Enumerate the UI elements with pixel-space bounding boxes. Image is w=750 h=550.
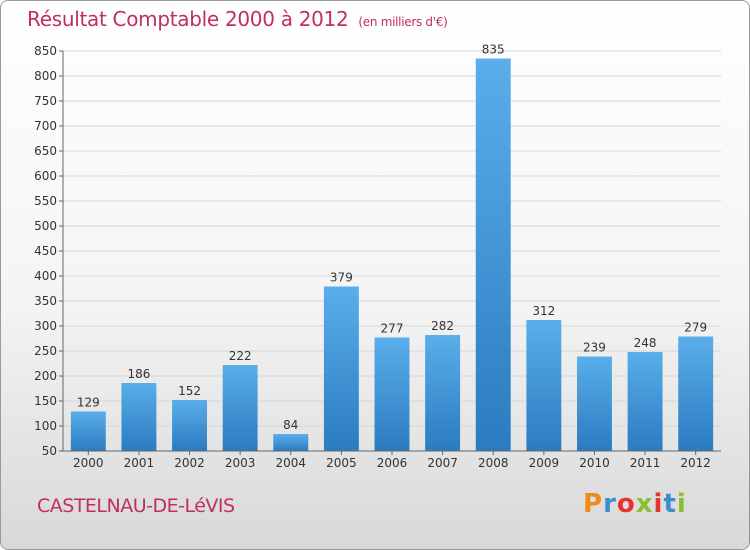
y-tick-label: 150 <box>34 394 57 408</box>
proxiti-logo: Proxiti <box>583 489 687 519</box>
bar-value-label: 312 <box>532 304 555 318</box>
bar <box>121 383 157 451</box>
bar <box>222 365 258 451</box>
x-tick-label: 2012 <box>680 456 711 470</box>
y-tick-label: 450 <box>34 244 57 258</box>
bar-value-label: 84 <box>283 418 298 432</box>
x-tick-label: 2005 <box>326 456 357 470</box>
bar-value-label: 248 <box>634 336 657 350</box>
y-tick-label: 650 <box>34 144 57 158</box>
logo-letter: P <box>583 489 604 519</box>
bar-value-label: 186 <box>127 367 150 381</box>
bar-value-label: 277 <box>381 322 404 336</box>
logo-letter: t <box>663 489 677 519</box>
x-tick-label: 2001 <box>124 456 155 470</box>
bars: 129 186 152 222 84 379 277 282 835 312 239 248 279 <box>70 43 714 451</box>
bar-value-label: 279 <box>684 321 707 335</box>
y-tick-label: 500 <box>34 219 57 233</box>
x-tick-label: 2011 <box>630 456 661 470</box>
bar <box>374 337 410 451</box>
x-tick-label: 2006 <box>377 456 408 470</box>
y-tick-label: 800 <box>34 69 57 83</box>
bar-value-label: 152 <box>178 384 201 398</box>
x-tick-label: 2010 <box>579 456 610 470</box>
logo-letter: i <box>676 489 687 519</box>
x-tick-label: 2003 <box>225 456 256 470</box>
y-tick-label: 250 <box>34 344 57 358</box>
bar <box>526 320 562 451</box>
chart-title: Résultat Comptable 2000 à 2012 (en millie… <box>27 7 448 31</box>
y-axis: 50 100 150 200 250 300 350 400 450 500 550 600 650 70… <box>34 44 64 458</box>
y-tick-label: 100 <box>34 419 57 433</box>
y-tick-label: 200 <box>34 369 57 383</box>
bar <box>273 434 309 451</box>
bar <box>172 400 208 451</box>
y-tick-label: 50 <box>42 444 57 458</box>
bar-value-label: 129 <box>77 396 100 410</box>
logo-letter: r <box>603 489 617 519</box>
bar <box>323 286 359 451</box>
y-tick-label: 750 <box>34 94 57 108</box>
bar-value-label: 239 <box>583 341 606 355</box>
y-tick-label: 350 <box>34 294 57 308</box>
logo-letter: o <box>616 489 636 519</box>
y-tick-label: 600 <box>34 169 57 183</box>
logo-letter: i <box>653 489 664 519</box>
title-text: Résultat Comptable 2000 à 2012 <box>27 7 349 31</box>
city-name: CASTELNAU-DE-LéVIS <box>37 495 235 517</box>
x-axis: 2000 2001 2002 2003 2004 2005 2006 2007 2008 2009… <box>63 450 721 470</box>
chart-subtitle: (en milliers d'€) <box>358 15 448 29</box>
bar-value-label: 222 <box>229 349 252 363</box>
x-tick-label: 2007 <box>427 456 458 470</box>
logo-letter: x <box>635 489 654 519</box>
bar <box>475 58 511 451</box>
y-tick-label: 400 <box>34 269 57 283</box>
bar <box>576 356 612 451</box>
bar <box>70 411 106 451</box>
bar <box>627 352 663 451</box>
bar-value-label: 835 <box>482 43 505 57</box>
x-tick-label: 2008 <box>478 456 509 470</box>
bar-value-label: 282 <box>431 319 454 333</box>
y-tick-label: 700 <box>34 119 57 133</box>
bar <box>678 336 714 451</box>
y-tick-label: 300 <box>34 319 57 333</box>
bar-value-label: 379 <box>330 271 353 285</box>
y-tick-label: 850 <box>34 44 57 58</box>
x-tick-label: 2002 <box>174 456 205 470</box>
bar <box>425 335 461 451</box>
y-tick-label: 550 <box>34 194 57 208</box>
x-tick-label: 2009 <box>529 456 560 470</box>
x-tick-label: 2000 <box>73 456 104 470</box>
x-tick-label: 2004 <box>275 456 306 470</box>
